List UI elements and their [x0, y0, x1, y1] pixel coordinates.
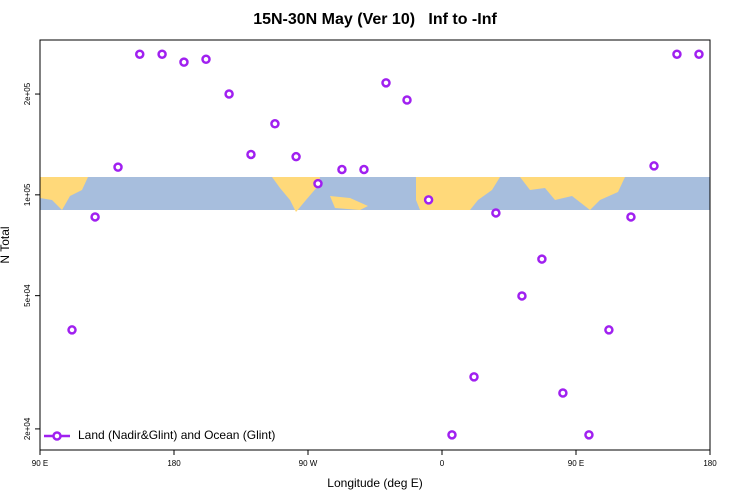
point: [270, 119, 280, 129]
point: [291, 151, 301, 162]
point: [649, 161, 659, 171]
point: [337, 164, 347, 175]
point: [537, 254, 547, 264]
point: [359, 164, 369, 175]
point: [626, 212, 636, 222]
x-tick-label: 0: [440, 459, 445, 468]
legend-label: Land (Nadir&Glint) and Ocean (Glint): [78, 428, 275, 442]
x-tick-label: 90 E: [568, 459, 584, 468]
point: [135, 49, 145, 59]
point: [67, 325, 77, 335]
point: [179, 57, 189, 67]
point: [402, 95, 412, 105]
y-tick-label: 2e+05: [23, 82, 32, 105]
x-tick-label: 180: [703, 459, 717, 468]
point: [246, 149, 256, 160]
point: [113, 162, 123, 172]
x-tick-label: 90 W: [299, 459, 318, 468]
x-tick-label: 180: [167, 459, 181, 468]
point: [584, 430, 594, 440]
y-tick-label: 5e+04: [23, 284, 32, 307]
point: [201, 54, 211, 65]
y-axis-label: N Total: [0, 226, 12, 263]
point: [381, 78, 391, 88]
plot-frame: [39, 39, 711, 451]
point: [672, 49, 682, 59]
point: [491, 208, 501, 218]
point: [469, 372, 479, 382]
point: [517, 291, 527, 301]
legend-marker: [52, 431, 62, 441]
point: [694, 49, 704, 59]
point: [447, 430, 457, 440]
y-tick-label: 2e+04: [23, 417, 32, 440]
point: [423, 195, 434, 205]
chart-title: 15N-30N May (Ver 10) Inf to -Inf: [253, 11, 497, 28]
point: [90, 212, 100, 222]
point: [157, 49, 167, 59]
map-band: [40, 177, 710, 212]
point: [604, 325, 614, 335]
point: [224, 89, 234, 99]
y-tick-label: 1e+05: [23, 183, 32, 206]
point: [313, 178, 323, 189]
x-axis-label: Longitude (deg E): [327, 476, 422, 490]
x-tick-label: 90 E: [32, 459, 48, 468]
point: [558, 388, 568, 398]
